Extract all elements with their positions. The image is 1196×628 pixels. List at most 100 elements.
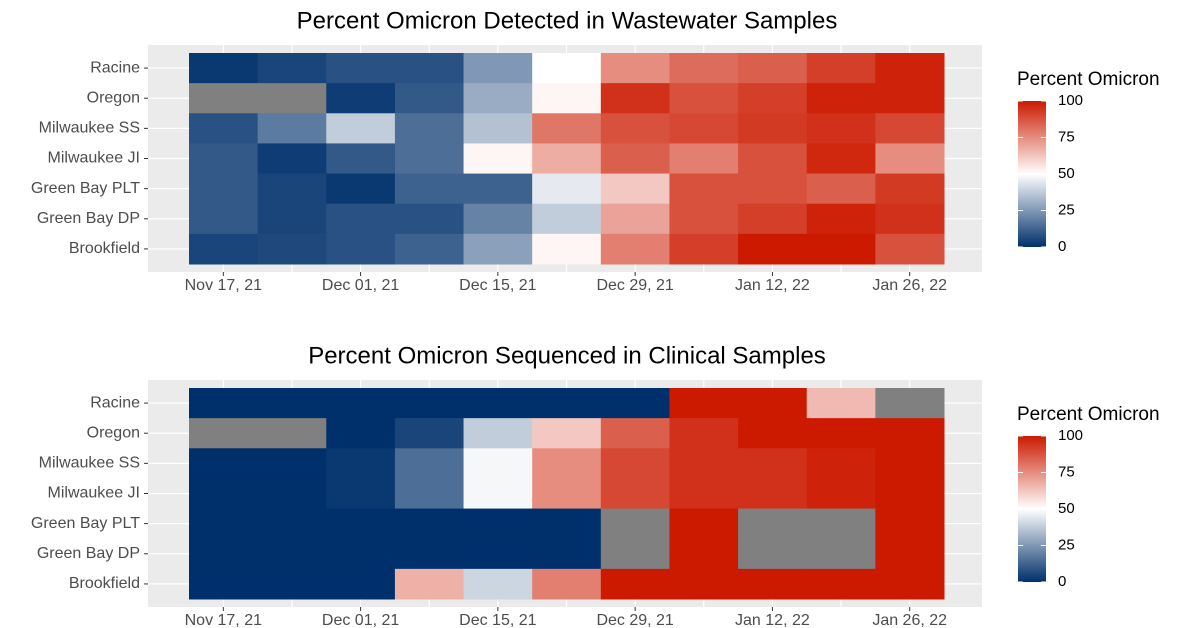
tile bbox=[738, 143, 808, 175]
na-tile bbox=[600, 508, 670, 540]
tile bbox=[532, 113, 602, 144]
tile bbox=[326, 508, 396, 540]
tile bbox=[463, 568, 533, 600]
tile bbox=[532, 173, 602, 205]
tile bbox=[600, 173, 670, 205]
tile bbox=[600, 53, 670, 84]
tile bbox=[257, 478, 327, 510]
na-tile bbox=[738, 538, 808, 570]
tile bbox=[394, 388, 465, 419]
y-tick-label: Brookfield bbox=[69, 575, 140, 592]
tile bbox=[189, 568, 259, 600]
tile bbox=[875, 568, 945, 600]
tile bbox=[394, 53, 465, 84]
tile bbox=[257, 113, 327, 144]
tile bbox=[600, 113, 670, 144]
tile bbox=[257, 233, 327, 265]
tile bbox=[738, 568, 808, 600]
tile bbox=[806, 83, 876, 114]
tile bbox=[189, 448, 259, 479]
tile bbox=[463, 83, 533, 114]
tile bbox=[326, 538, 396, 570]
tile bbox=[532, 203, 602, 235]
tile bbox=[669, 568, 739, 600]
tile bbox=[600, 448, 670, 479]
tile bbox=[326, 203, 396, 235]
y-tick-label: Milwaukee SS bbox=[39, 120, 140, 137]
tile bbox=[806, 203, 876, 235]
legend-tick-label: 100 bbox=[1058, 427, 1083, 444]
tile bbox=[463, 53, 533, 84]
na-tile bbox=[806, 538, 876, 570]
legend-tick-label: 25 bbox=[1058, 536, 1075, 553]
tile bbox=[532, 448, 602, 479]
tile bbox=[189, 113, 259, 144]
legend-tick-label: 100 bbox=[1058, 92, 1083, 109]
tile bbox=[669, 143, 739, 175]
x-tick-label: Jan 12, 22 bbox=[735, 612, 810, 628]
tile bbox=[806, 418, 876, 449]
tile bbox=[806, 448, 876, 479]
tile bbox=[532, 83, 602, 114]
tile bbox=[875, 113, 945, 144]
tile bbox=[738, 83, 808, 114]
tile bbox=[738, 113, 808, 144]
tile bbox=[738, 418, 808, 449]
na-tile bbox=[738, 508, 808, 540]
tile bbox=[669, 448, 739, 479]
y-tick-label: Green Bay DP bbox=[37, 545, 140, 562]
tile bbox=[394, 538, 465, 570]
tile bbox=[806, 388, 876, 419]
tile bbox=[600, 143, 670, 175]
y-tick-label: Green Bay PLT bbox=[31, 515, 140, 532]
y-tick-label: Green Bay PLT bbox=[31, 180, 140, 197]
tile bbox=[532, 538, 602, 570]
na-tile bbox=[189, 83, 259, 114]
tile bbox=[463, 508, 533, 540]
tile bbox=[875, 538, 945, 570]
tile bbox=[806, 53, 876, 84]
na-tile bbox=[257, 418, 327, 449]
na-tile bbox=[806, 508, 876, 540]
tile bbox=[394, 233, 465, 265]
legend-tick-label: 25 bbox=[1058, 201, 1075, 218]
tile bbox=[738, 203, 808, 235]
tile bbox=[257, 143, 327, 175]
y-tick-label: Green Bay DP bbox=[37, 210, 140, 227]
tile bbox=[875, 418, 945, 449]
y-tick-label: Oregon bbox=[87, 89, 140, 106]
tile bbox=[806, 233, 876, 265]
tile bbox=[532, 143, 602, 175]
tile bbox=[463, 538, 533, 570]
tile bbox=[257, 508, 327, 540]
tile bbox=[463, 388, 533, 419]
na-tile bbox=[257, 83, 327, 114]
legend-tick-label: 75 bbox=[1058, 463, 1075, 480]
x-tick-label: Dec 01, 21 bbox=[322, 612, 399, 628]
tile bbox=[189, 538, 259, 570]
tile bbox=[738, 388, 808, 419]
tile bbox=[600, 418, 670, 449]
tile bbox=[875, 173, 945, 205]
tile bbox=[257, 448, 327, 479]
tile bbox=[257, 173, 327, 205]
tile bbox=[669, 388, 739, 419]
x-tick-label: Jan 12, 22 bbox=[735, 277, 810, 294]
chart-title: Percent Omicron Sequenced in Clinical Sa… bbox=[308, 342, 826, 369]
tile bbox=[875, 478, 945, 510]
tile bbox=[669, 83, 739, 114]
tile bbox=[738, 233, 808, 265]
tile bbox=[326, 418, 396, 449]
tile bbox=[394, 448, 465, 479]
y-tick-label: Milwaukee JI bbox=[48, 485, 140, 502]
tile bbox=[806, 173, 876, 205]
x-tick-label: Nov 17, 21 bbox=[185, 277, 262, 294]
tile bbox=[257, 388, 327, 419]
tile bbox=[257, 203, 327, 235]
tile bbox=[463, 203, 533, 235]
tile bbox=[463, 113, 533, 144]
tile bbox=[806, 143, 876, 175]
y-tick-label: Milwaukee JI bbox=[48, 150, 140, 167]
tile bbox=[189, 508, 259, 540]
